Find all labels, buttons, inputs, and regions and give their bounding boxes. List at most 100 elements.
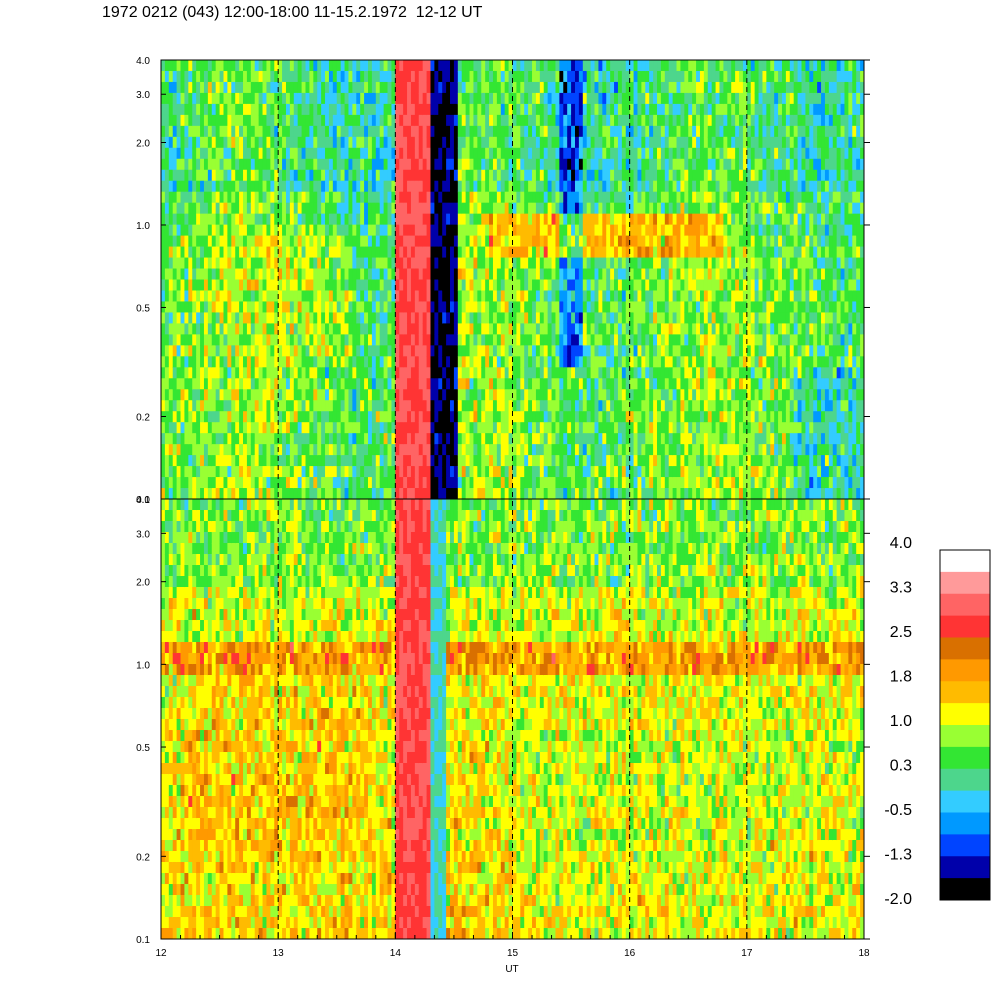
heatmap-cell xyxy=(192,136,197,149)
heatmap-cell xyxy=(270,213,275,226)
heatmap-cell xyxy=(637,356,642,368)
heatmap-cell xyxy=(590,125,596,138)
heatmap-cell xyxy=(325,466,330,478)
heatmap-cell xyxy=(250,378,256,390)
heatmap-cell xyxy=(430,466,435,478)
heatmap-cell xyxy=(508,70,514,83)
heatmap-cell xyxy=(528,60,533,72)
heatmap-cell xyxy=(633,202,639,215)
heatmap-cell xyxy=(617,158,623,171)
heatmap-cell xyxy=(559,60,564,72)
heatmap-cell xyxy=(254,466,260,478)
heatmap-cell xyxy=(590,114,596,127)
heatmap-cell xyxy=(535,202,541,215)
heatmap-cell xyxy=(301,158,307,171)
heatmap-cell xyxy=(254,224,260,237)
heatmap-cell xyxy=(645,114,650,127)
heatmap-cell xyxy=(399,158,404,171)
heatmap-cell xyxy=(313,213,318,226)
heatmap-cell xyxy=(528,323,533,335)
heatmap-cell xyxy=(512,411,518,423)
heatmap-cell xyxy=(325,70,330,83)
heatmap-cell xyxy=(516,488,521,499)
heatmap-cell xyxy=(367,444,373,456)
heatmap-cell xyxy=(465,268,471,281)
heatmap-cell xyxy=(399,466,404,478)
heatmap-cell xyxy=(426,444,432,456)
heatmap-cell xyxy=(285,180,291,193)
heatmap-cell xyxy=(481,290,486,303)
heatmap-cell xyxy=(559,180,564,193)
heatmap-cell xyxy=(528,81,533,94)
heatmap-cell xyxy=(391,169,396,182)
heatmap-cell xyxy=(407,114,412,127)
heatmap-cell xyxy=(203,488,209,499)
heatmap-cell xyxy=(215,400,221,412)
heatmap-cell xyxy=(578,323,584,335)
heatmap-cell xyxy=(446,356,451,368)
heatmap-cell xyxy=(438,158,443,171)
heatmap-cell xyxy=(313,301,318,314)
heatmap-cell xyxy=(473,301,478,314)
heatmap-cell xyxy=(547,334,553,346)
heatmap-cell xyxy=(473,290,478,303)
heatmap-cell xyxy=(348,400,353,412)
heatmap-cell xyxy=(305,422,311,434)
heatmap-cell xyxy=(344,136,350,149)
heatmap-cell xyxy=(496,213,502,226)
heatmap-cell xyxy=(313,400,318,412)
heatmap-cell xyxy=(383,257,389,270)
heatmap-cell xyxy=(532,60,537,72)
heatmap-cell xyxy=(547,444,553,456)
heatmap-cell xyxy=(164,114,170,127)
heatmap-cell xyxy=(403,356,408,368)
heatmap-cell xyxy=(621,433,627,445)
heatmap-cell xyxy=(395,103,400,116)
heatmap-cell xyxy=(309,70,314,83)
heatmap-cell xyxy=(442,257,447,270)
heatmap-cell xyxy=(442,136,447,149)
heatmap-cell xyxy=(317,488,322,499)
heatmap-cell xyxy=(489,114,494,127)
heatmap-cell xyxy=(586,224,592,237)
heatmap-cell xyxy=(543,147,549,160)
heatmap-cell xyxy=(426,334,432,346)
heatmap-cell xyxy=(200,378,205,390)
heatmap-cell xyxy=(387,191,393,204)
heatmap-cell xyxy=(418,356,424,368)
heatmap-cell xyxy=(461,367,467,379)
heatmap-cell xyxy=(231,257,236,270)
heatmap-cell xyxy=(239,477,244,489)
heatmap-cell xyxy=(203,389,209,401)
heatmap-cell xyxy=(332,367,338,379)
heatmap-cell xyxy=(430,301,435,314)
heatmap-cell xyxy=(489,378,494,390)
heatmap-cell xyxy=(563,235,568,248)
heatmap-cell xyxy=(438,279,443,292)
heatmap-cell xyxy=(641,389,646,401)
heatmap-cell xyxy=(574,202,580,215)
heatmap-cell xyxy=(321,158,326,171)
heatmap-cell xyxy=(641,488,646,499)
heatmap-cell xyxy=(578,268,584,281)
heatmap-cell xyxy=(469,279,475,292)
heatmap-cell xyxy=(223,169,228,182)
heatmap-cell xyxy=(500,70,506,83)
heatmap-cell xyxy=(262,158,268,171)
heatmap-cell xyxy=(485,356,490,368)
heatmap-cell xyxy=(524,488,529,499)
heatmap-cell xyxy=(223,180,228,193)
heatmap-cell xyxy=(367,411,373,423)
heatmap-cell xyxy=(532,257,537,270)
heatmap-cell xyxy=(243,279,248,292)
heatmap-cell xyxy=(426,290,432,303)
heatmap-cell xyxy=(492,70,498,83)
heatmap-cell xyxy=(356,268,361,281)
heatmap-cell xyxy=(606,411,611,423)
heatmap-cell xyxy=(176,268,182,281)
heatmap-cell xyxy=(360,60,365,72)
heatmap-cell xyxy=(461,125,467,138)
heatmap-cell xyxy=(407,433,412,445)
heatmap-cell xyxy=(446,411,451,423)
heatmap-cell xyxy=(559,125,564,138)
